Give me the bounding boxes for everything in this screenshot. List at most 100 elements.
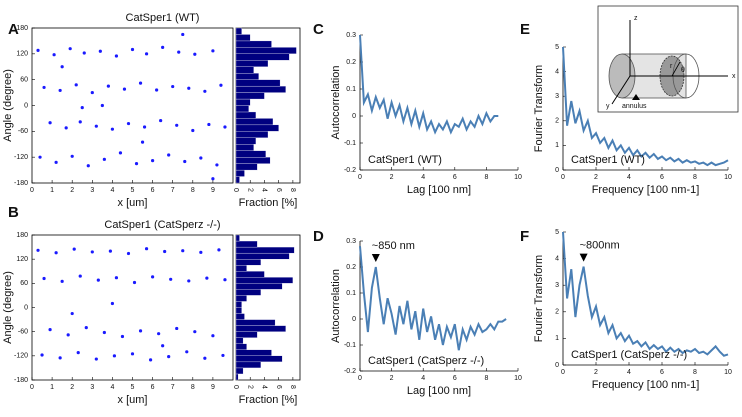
x-tick-label: 6 [151, 187, 155, 194]
bar [235, 313, 245, 320]
bar [235, 157, 271, 164]
x-tick-label: 0 [30, 187, 34, 194]
y-tick-label: 2 [555, 118, 559, 125]
point [66, 333, 70, 337]
x-tick-label: 0 [30, 384, 34, 391]
point [187, 279, 191, 283]
point [76, 351, 80, 355]
point [100, 103, 104, 108]
point [118, 151, 123, 155]
point [36, 248, 40, 252]
bar [235, 163, 258, 171]
point [120, 334, 125, 339]
bar [235, 53, 290, 61]
x-tick-label: 5 [131, 187, 135, 194]
x-tick-label: 8 [191, 384, 195, 391]
point [96, 278, 100, 282]
bar [235, 111, 257, 119]
point [142, 125, 147, 129]
bar [235, 240, 258, 248]
point [64, 126, 68, 130]
x-tick-label: 8 [289, 385, 296, 389]
y-tick-label: 4 [555, 68, 559, 75]
bar [235, 34, 251, 42]
point [159, 118, 163, 123]
inset-label: y [606, 103, 610, 110]
point [38, 155, 42, 159]
bar [235, 176, 240, 184]
plot-frame [31, 234, 234, 381]
bar [235, 259, 262, 266]
x-tick-label: 8 [484, 375, 488, 382]
point [217, 248, 221, 252]
series-label: CatSper1 (WT) [571, 154, 645, 166]
annotation-arrow [371, 254, 380, 262]
plot-frame [31, 27, 234, 184]
y-axis-label: Autocorrelation [330, 269, 342, 343]
panel-letter: A [8, 21, 19, 38]
point [102, 157, 106, 161]
bar [235, 301, 242, 308]
annulus-marker [632, 94, 640, 100]
line [359, 246, 507, 351]
y-tick-label: 3 [555, 93, 559, 100]
bar [235, 246, 295, 254]
point [58, 356, 62, 360]
y-tick-label: 180 [16, 232, 28, 239]
point [144, 247, 149, 251]
point [211, 177, 215, 181]
x-tick-label: 4 [421, 174, 425, 181]
point [90, 250, 94, 254]
bar [235, 295, 247, 302]
series-label: CatSper1 (CatSperz -/-) [571, 349, 687, 361]
bar [235, 252, 290, 260]
point [181, 249, 185, 253]
bar [235, 355, 283, 363]
point [54, 251, 58, 255]
point [90, 90, 94, 95]
bar [235, 277, 294, 284]
point [48, 121, 52, 125]
bar [235, 343, 247, 350]
point [163, 249, 167, 254]
x-tick-label: 4 [110, 384, 114, 391]
bar [235, 73, 259, 80]
x-tick-label: 7 [171, 187, 175, 194]
x-tick-label: 0 [561, 174, 565, 181]
x-tick-label: 7 [171, 384, 175, 391]
x-tick-label: 2 [246, 188, 253, 192]
point [36, 48, 40, 52]
bar [235, 60, 269, 67]
x-tick-label: 6 [275, 188, 282, 192]
point [175, 123, 179, 127]
axis-y [611, 75, 631, 105]
bar [235, 289, 262, 296]
x-axis-label: Frequency [100 nm-1] [592, 184, 700, 196]
bar [235, 169, 245, 177]
bar [235, 325, 286, 332]
y-tick-label: -60 [18, 329, 28, 336]
y-tick-label: 0 [352, 113, 356, 120]
panel-letter: F [520, 228, 529, 245]
x-tick-label: 10 [514, 375, 522, 382]
x-tick-label: 1 [50, 187, 54, 194]
point [82, 51, 86, 55]
x-tick-label: 4 [261, 188, 268, 192]
point [177, 50, 181, 54]
point [223, 278, 227, 282]
point [42, 276, 46, 281]
bar [235, 98, 251, 106]
x-tick-label: 8 [484, 174, 488, 181]
x-tick-label: 3 [90, 187, 94, 194]
panel-letter: E [520, 21, 530, 38]
point [80, 106, 84, 110]
point [130, 352, 135, 356]
point [181, 32, 185, 37]
y-tick-label: 0 [24, 102, 28, 109]
x-axis-label: Fraction [%] [239, 197, 298, 209]
point [98, 49, 102, 53]
x-tick-label: 6 [275, 385, 282, 389]
x-tick-label: 6 [660, 174, 664, 181]
point [72, 247, 76, 251]
x-tick-label: 2 [70, 384, 74, 391]
